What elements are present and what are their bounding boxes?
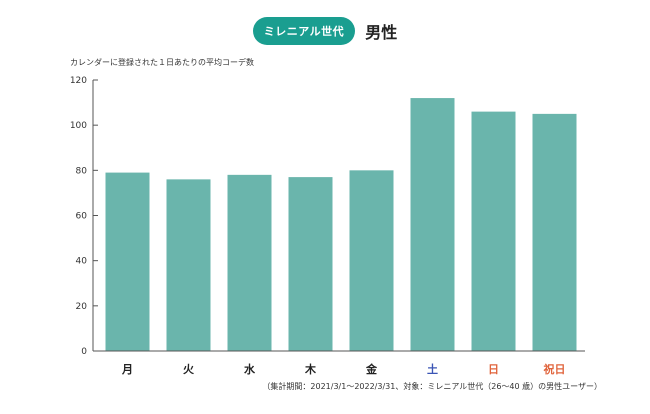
y-tick-label: 80 (76, 166, 88, 176)
y-tick-label: 40 (76, 257, 88, 267)
category-label: 日 (488, 363, 499, 376)
category-label: 金 (365, 362, 378, 376)
bar-7 (471, 111, 516, 351)
y-tick-label: 0 (81, 347, 87, 357)
bar-8 (532, 113, 577, 351)
x-axis-labels: 月 火 水 木 金 土 日 祝日 (121, 362, 566, 376)
segment-badge: ミレニアル世代 (252, 17, 356, 45)
footnote: （集計期間：2021/3/1〜2022/3/31、対象：ミレニアル世代（26〜4… (262, 382, 602, 391)
bars-group (105, 98, 577, 351)
category-label: 祝日 (544, 362, 566, 376)
bar-1 (105, 172, 150, 351)
y-axis-label: カレンダーに登録された１日あたりの平均コーデ数 (70, 57, 254, 67)
category-label: 火 (183, 363, 195, 376)
y-tick-label: 120 (70, 76, 87, 86)
category-label: 土 (427, 362, 438, 376)
bar-3 (227, 174, 272, 351)
chart-header: ミレニアル世代 男性 (0, 17, 650, 45)
category-label: 水 (244, 362, 256, 376)
bar-5 (349, 170, 394, 351)
bar-6 (410, 98, 455, 351)
y-tick-label: 100 (70, 121, 87, 131)
y-axis-ticks: 0 20 40 60 80 100 120 (70, 76, 98, 357)
y-tick-label: 60 (76, 212, 88, 222)
y-tick-label: 20 (76, 302, 88, 312)
chart-title: 男性 (365, 23, 398, 42)
category-label: 木 (304, 362, 317, 376)
bar-4 (288, 177, 333, 351)
bar-2 (166, 179, 211, 351)
category-label: 月 (121, 363, 133, 376)
